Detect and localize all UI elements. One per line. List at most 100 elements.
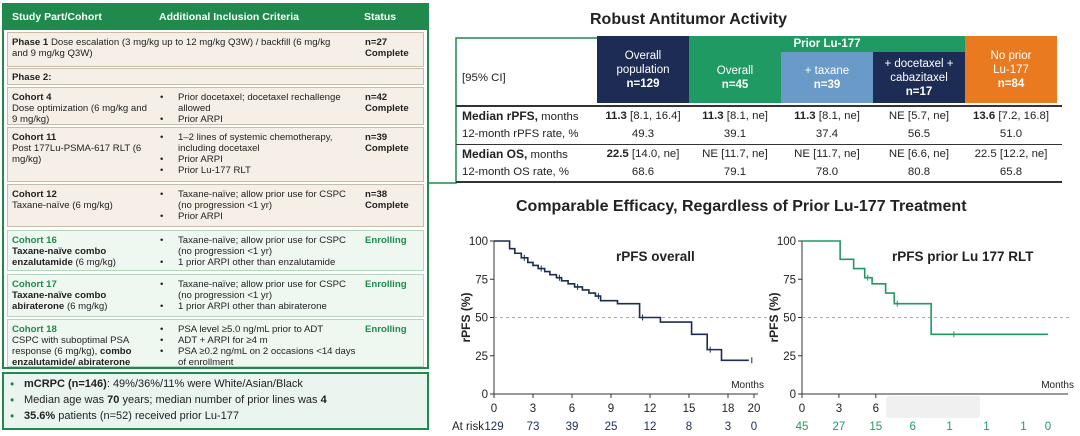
cell-value: [8.1, ne]	[723, 110, 768, 122]
summary-race: : 49%/36%/11% were White/Asian/Black	[106, 378, 303, 390]
summary-line-1: mCRPC (n=146): 49%/36%/11% were White/As…	[10, 378, 427, 390]
y-tick-label: 0	[482, 389, 488, 401]
cohort-n: n=42	[365, 92, 388, 103]
col-no-prior-lu177: No prior Lu-177 n=84	[965, 36, 1057, 103]
row-label: Median rPFS, months	[462, 107, 579, 125]
x-axis-title: Months	[1041, 380, 1074, 391]
criteria-item: Prior Lu-177 RLT	[160, 165, 360, 176]
cohort-status: Enrolling	[365, 324, 407, 335]
at-risk-count: 1	[983, 421, 989, 433]
y-axis-title: rPFS (%)	[767, 292, 781, 342]
row-label: 12-month rPFS rate, %	[462, 125, 578, 143]
summary-mcrpc: mCRPC (n=146)	[24, 378, 107, 390]
col-label: Overall	[716, 64, 754, 77]
at-risk-count: 6	[909, 421, 915, 433]
y-tick-label: 50	[475, 313, 488, 325]
summary-prior-pct: 35.6%	[24, 410, 56, 422]
cell-value-bold: 13.6	[973, 110, 996, 122]
at-risk-count: 12	[644, 421, 657, 433]
at-risk-count: 1	[946, 421, 952, 433]
at-risk-count: 25	[605, 421, 618, 433]
row-label: 12-month OS rate, %	[462, 163, 569, 181]
cohort-desc: Dose optimization (6 mg/kg and 9 mg/kg)	[12, 103, 147, 125]
col-label: + taxane	[804, 64, 850, 77]
ci-label: [95% CI]	[462, 72, 506, 84]
row-label-text: 12-month OS rate, %	[462, 166, 569, 178]
y-tick-label: 75	[783, 274, 796, 286]
col-label: Overall population	[616, 49, 670, 76]
phase1-desc: Dose escalation (3 mg/kg up to 12 mg/kg …	[12, 37, 331, 59]
header-criteria: Additional Inclusion Criteria	[159, 11, 300, 23]
col-label: No prior Lu-177	[990, 49, 1032, 76]
x-tick-label: 15	[683, 403, 696, 415]
y-tick-label: 0	[790, 389, 796, 401]
row-cohort-4: Cohort 4 Dose optimization (6 mg/kg and 9…	[7, 87, 424, 125]
cell-value: 51.0	[999, 128, 1023, 140]
cohort-n: n=39	[365, 132, 388, 143]
cohort-desc: (6 mg/kg)	[75, 257, 116, 268]
at-risk-label: At risk	[452, 421, 484, 433]
table-cell: 37.4	[781, 125, 873, 143]
table-cell: 11.3 [8.1, ne]	[689, 107, 781, 125]
at-risk-count: 27	[833, 421, 846, 433]
table-cell: 13.6 [7.2, 16.8]	[965, 107, 1057, 125]
cell-value: 79.1	[723, 166, 747, 178]
table-cell: 49.3	[597, 125, 689, 143]
row-label-bold: Median OS,	[462, 147, 528, 161]
x-tick-label: 9	[608, 403, 614, 415]
cell-value: [8.1, 16.4]	[626, 110, 681, 122]
x-tick-label: 12	[644, 403, 657, 415]
table-cell: 68.6	[597, 163, 689, 181]
table-cell: 51.0	[965, 125, 1057, 143]
criteria-item: Prior ARPI	[160, 114, 360, 125]
table-cell: 22.5 [14.0, ne]	[597, 145, 689, 163]
cell-value-bold: 11.3	[605, 110, 627, 122]
criteria-item: Taxane-naïve; allow prior use for CSPC (…	[160, 235, 360, 257]
y-tick-label: 50	[783, 313, 796, 325]
col-prior-taxane: + taxane n=39	[781, 52, 873, 103]
table-cell: NE [5.7, ne]	[873, 107, 965, 125]
table-cell: 39.1	[689, 125, 781, 143]
row-cohort-16: Cohort 16 Taxane-naïve combo enzalutamide…	[7, 230, 424, 271]
efficacy-title: Robust Antitumor Activity	[590, 11, 788, 28]
cohort-name: Cohort 17	[12, 279, 57, 290]
km-chart-overall: 0 25 50 75 100 0 3 6 9 12 15 18 20 rPFS (%) Months rPFS…	[452, 236, 772, 433]
charts-title: Comparable Efficacy, Regardless of Prior…	[516, 198, 967, 215]
cell-value: 56.5	[907, 128, 931, 140]
criteria-item: 1 prior ARPI other than abiraterone	[160, 301, 360, 312]
cohort-status: Complete	[365, 103, 409, 114]
y-tick-label: 25	[475, 351, 488, 363]
row-label-text: 12-month rPFS rate, %	[462, 128, 579, 140]
row-cohort-11: Cohort 11 Post 177Lu-PSMA-617 RLT (6 mg/k…	[7, 127, 424, 182]
cohort-name: Cohort 11	[12, 132, 57, 143]
header-part: Study Part/Cohort	[12, 11, 102, 23]
col-prior-docetaxel-cabazitaxel: + docetaxel + cabazitaxel n=17	[873, 52, 965, 103]
at-risk-count: 0	[1045, 421, 1051, 433]
y-tick-label: 75	[475, 274, 488, 286]
at-risk-count: 45	[796, 421, 809, 433]
cohort-desc: (6 mg/kg)	[66, 301, 108, 312]
cohort-desc-bold: Taxane-naïve combo enzalutamide	[12, 246, 107, 268]
cell-value: NE [11.7, ne]	[702, 148, 768, 160]
table-rule	[456, 181, 1062, 183]
x-tick-label: 6	[569, 403, 575, 415]
cell-value-bold: 11.3	[702, 110, 724, 122]
km-chart-prior-lu177: 0 25 50 75 100 0 3 6 rPFS (%) Months rPFS prior Lu…	[767, 236, 1074, 433]
km-curve	[802, 240, 1048, 336]
summary-prior-text: patients (n=52) received prior Lu-177	[55, 410, 239, 422]
criteria-item: Prior docetaxel; docetaxel rechallenge a…	[160, 92, 360, 114]
chart-title: rPFS prior Lu 177 RLT	[892, 249, 1034, 264]
km-curve	[494, 240, 749, 362]
x-tick-label: 3	[530, 403, 536, 415]
row-cohort-18: Cohort 18 CSPC with suboptimal PSA respon…	[7, 319, 424, 368]
y-tick-label: 100	[777, 236, 796, 248]
table-cell: 11.3 [8.1, ne]	[781, 107, 873, 125]
overlay-bar	[886, 396, 980, 418]
summary-lines: 4	[320, 394, 327, 406]
row-label-text: months	[538, 111, 579, 123]
summary-lines-pre: years; median number of prior lines was	[119, 394, 321, 406]
cell-value: 80.8	[907, 166, 931, 178]
criteria-item: Prior ARPI	[160, 211, 360, 222]
cell-value: [8.1, ne]	[815, 110, 860, 122]
header-status: Status	[364, 11, 397, 23]
